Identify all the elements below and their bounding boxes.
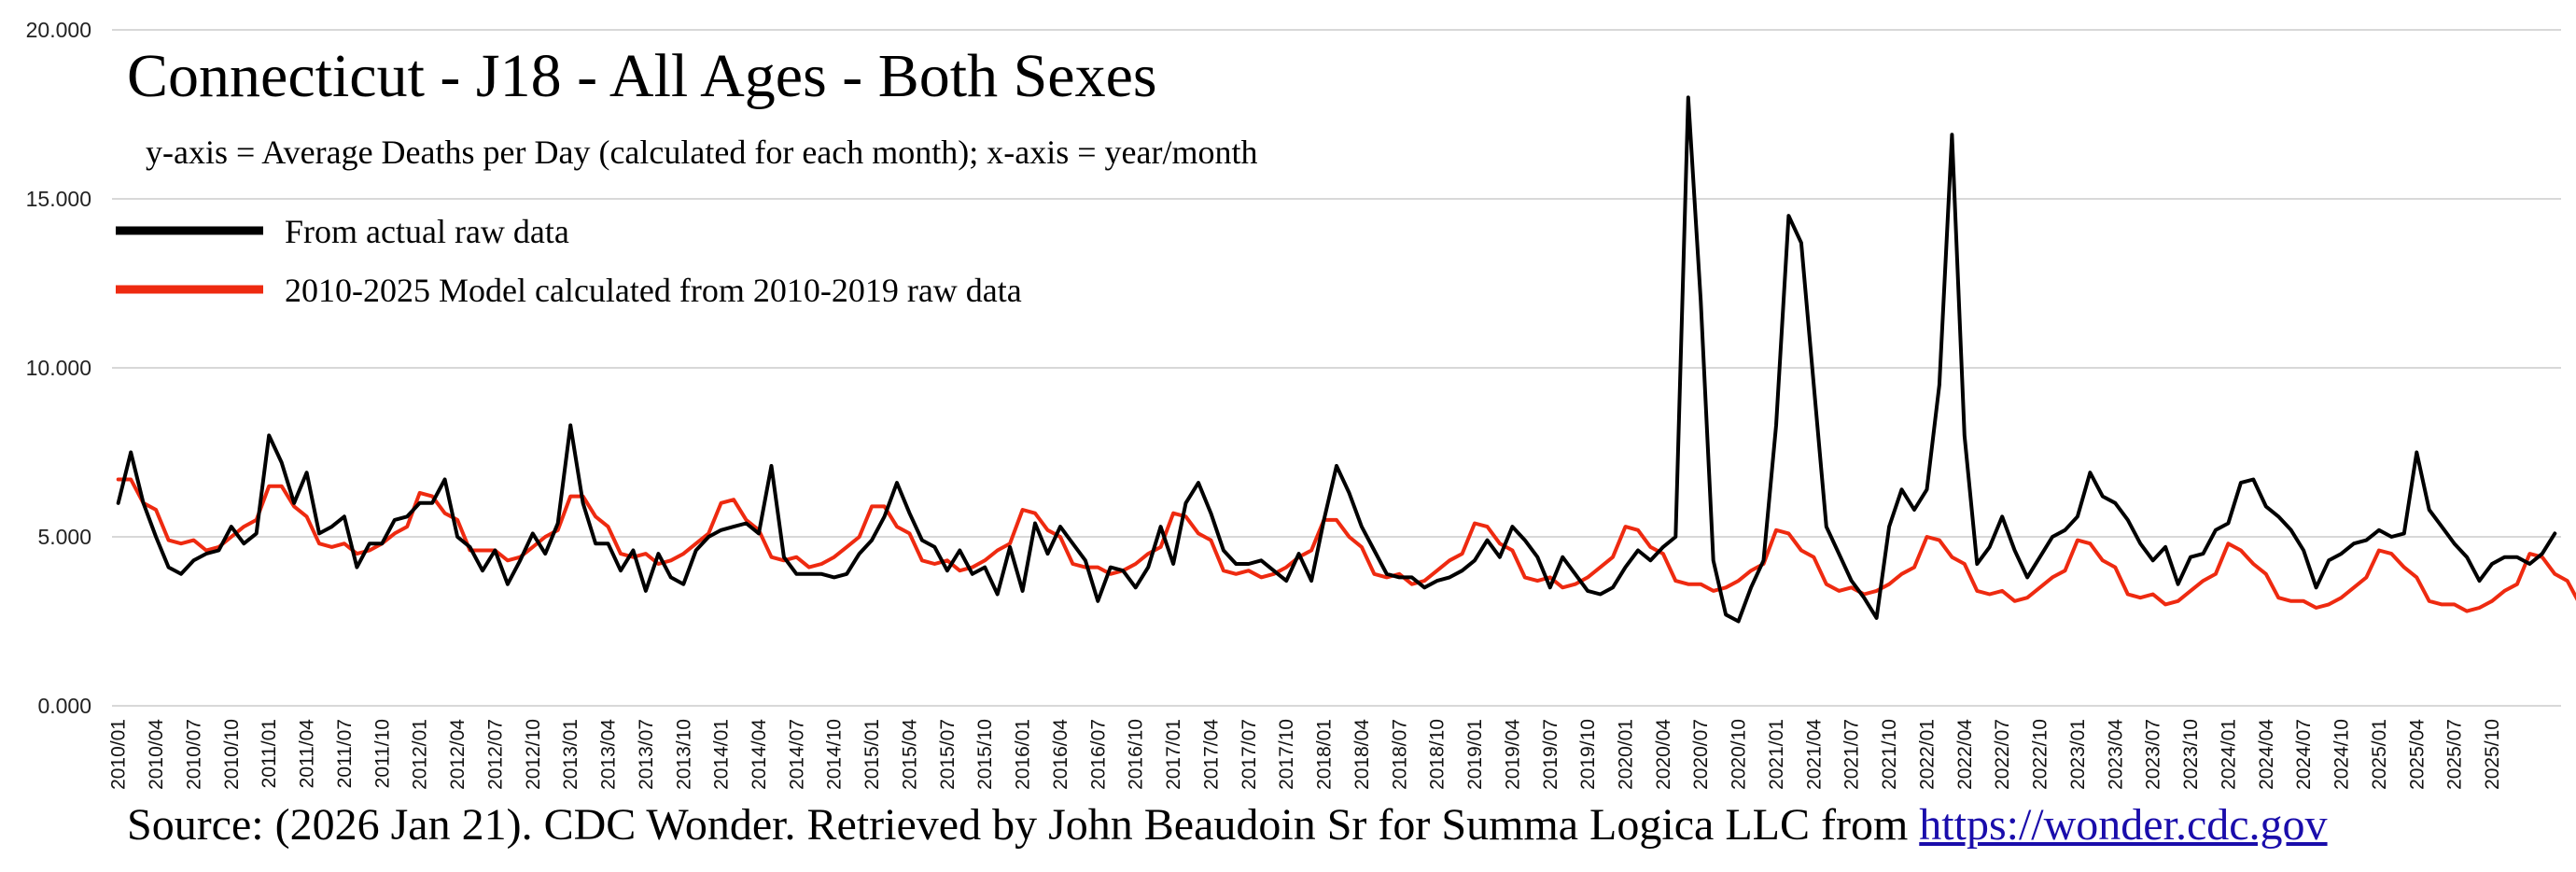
x-tick-label: 2013/04 [598,719,620,790]
source-caption: Source: (2026 Jan 21). CDC Wonder. Retri… [127,799,2328,851]
x-tick-label: 2010/01 [108,719,130,790]
x-tick-label: 2011/07 [334,719,356,788]
x-tick-label: 2017/04 [1200,719,1222,790]
x-tick-label: 2020/01 [1615,719,1636,790]
x-tick-label: 2018/10 [1427,719,1449,790]
x-tick-label: 2011/10 [371,719,393,788]
x-tick-label: 2025/04 [2406,719,2428,790]
x-tick-label: 2023/04 [2105,719,2126,790]
x-tick-label: 2010/07 [183,719,204,790]
x-tick-label: 2014/10 [824,719,846,790]
x-tick-label: 2019/04 [1502,719,1523,790]
source-text: Source: (2026 Jan 21). CDC Wonder. Retri… [127,800,1920,850]
x-tick-label: 2022/01 [1916,719,1938,790]
x-tick-label: 2014/07 [786,719,807,790]
x-tick-label: 2023/10 [2180,719,2202,790]
x-tick-label: 2012/07 [484,719,506,790]
y-tick-label: 10.000 [26,356,91,380]
x-tick-label: 2017/01 [1163,719,1184,790]
x-tick-label: 2024/04 [2256,719,2277,790]
x-tick-label: 2022/04 [1954,719,1976,790]
x-tick-label: 2025/01 [2369,719,2390,790]
x-tick-label: 2013/01 [560,719,581,790]
x-tick-label: 2016/04 [1050,719,1071,790]
x-tick-label: 2021/04 [1803,719,1825,790]
x-tick-label: 2022/07 [1992,719,2013,790]
x-tick-label: 2015/04 [899,719,920,790]
y-tick-label: 20.000 [26,18,91,42]
source-link[interactable]: https://wonder.cdc.gov [1919,800,2328,850]
x-tick-label: 2016/01 [1013,719,1034,790]
chart-title: Connecticut - J18 - All Ages - Both Sexe… [127,42,1157,110]
legend-label-model: 2010-2025 Model calculated from 2010-201… [285,272,1022,309]
x-tick-label: 2020/10 [1729,719,1750,790]
y-tick-label: 0.000 [37,694,91,718]
legend: From actual raw data 2010-2025 Model cal… [116,213,1022,309]
x-axis-ticks: 2010/01 2010/04 2010/07 2010/10 2011/01 2011/… [108,719,2503,790]
x-tick-label: 2013/10 [673,719,694,790]
x-tick-label: 2010/04 [146,719,167,790]
x-tick-label: 2024/01 [2218,719,2239,790]
x-tick-label: 2021/01 [1766,719,1787,790]
x-tick-label: 2018/01 [1314,719,1336,790]
x-tick-label: 2015/10 [974,719,996,790]
x-tick-label: 2022/10 [2030,719,2051,790]
x-tick-label: 2018/07 [1389,719,1410,790]
gridlines [112,29,2561,707]
x-tick-label: 2021/10 [1879,719,1900,790]
x-tick-label: 2012/10 [523,719,544,790]
x-tick-label: 2014/01 [711,719,733,790]
x-tick-label: 2017/07 [1239,719,1260,790]
series-lines [116,95,2576,624]
x-tick-label: 2019/10 [1577,719,1599,790]
y-tick-label: 5.000 [37,525,91,549]
x-tick-label: 2024/10 [2331,719,2353,790]
x-tick-label: 2020/07 [1690,719,1712,790]
x-tick-label: 2025/07 [2444,719,2466,790]
x-tick-label: 2010/10 [221,719,243,790]
x-tick-label: 2016/10 [1126,719,1147,790]
chart-subtitle: y-axis = Average Deaths per Day (calcula… [146,134,1257,171]
x-tick-label: 2015/01 [861,719,883,790]
x-tick-label: 2017/10 [1276,719,1297,790]
x-tick-label: 2020/04 [1653,719,1674,790]
x-tick-label: 2015/07 [937,719,959,790]
x-tick-label: 2018/04 [1351,719,1373,790]
y-tick-label: 15.000 [26,187,91,211]
x-tick-label: 2011/01 [259,719,280,788]
x-tick-label: 2014/04 [749,719,770,790]
legend-label-actual: From actual raw data [285,213,569,250]
x-tick-label: 2024/07 [2293,719,2315,790]
x-tick-label: 2019/07 [1540,719,1561,790]
x-tick-label: 2023/01 [2067,719,2089,790]
x-tick-label: 2023/07 [2143,719,2164,790]
x-tick-label: 2011/04 [297,719,318,789]
x-tick-label: 2021/07 [1841,719,1863,790]
x-tick-label: 2016/07 [1087,719,1109,790]
x-tick-label: 2012/01 [410,719,431,790]
x-tick-label: 2019/01 [1464,719,1486,790]
x-tick-label: 2012/04 [447,719,469,790]
series-line-actual [116,95,2557,624]
x-tick-label: 2013/07 [636,719,657,790]
y-axis-ticks: 0.000 5.000 10.000 15.000 20.000 [26,18,91,718]
x-tick-label: 2025/10 [2482,719,2503,790]
